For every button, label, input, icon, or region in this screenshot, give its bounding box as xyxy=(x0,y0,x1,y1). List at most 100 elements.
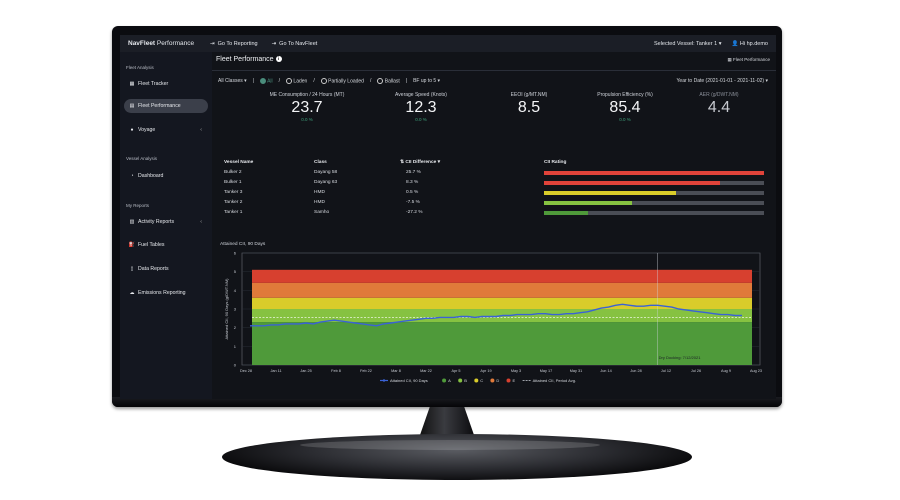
info-icon[interactable]: i xyxy=(275,56,282,63)
bf-dropdown[interactable]: BF up to 5 ▾ xyxy=(413,78,440,84)
fleet-performance-button[interactable]: ▦ Fleet Performance xyxy=(727,57,770,63)
radio-all[interactable]: All xyxy=(259,78,273,84)
vessel-class-cell: Dayang 58 xyxy=(314,170,338,175)
vessel-class-cell: Dayang 63 xyxy=(314,180,338,185)
user-icon: 👤 xyxy=(731,40,739,47)
user-menu[interactable]: 👤 Hi hp.demo xyxy=(731,41,768,47)
classes-dropdown[interactable]: All Classes ▾ xyxy=(218,78,247,84)
y-axis-label: Attained CII, 90 Days (g/DWT.NM) xyxy=(224,278,229,340)
y-tick-label: 4 xyxy=(234,288,237,293)
separator: / xyxy=(313,78,315,85)
monitor-base xyxy=(222,434,692,480)
x-tick-label: Mar 8 xyxy=(391,369,401,373)
map-icon: ▦ xyxy=(129,81,135,87)
column-header-class[interactable]: Class xyxy=(314,160,327,165)
legend-label: E xyxy=(513,378,516,383)
brand-suffix: Performance xyxy=(155,40,195,47)
cii-difference-cell: 0.5 % xyxy=(406,190,419,195)
y-tick-label: 1 xyxy=(234,344,237,349)
cii-rating-bar xyxy=(544,191,764,195)
exit-icon: ⇥ xyxy=(210,40,215,47)
user-greeting: Hi hp.demo xyxy=(739,40,768,47)
y-tick-label: 2 xyxy=(234,325,237,330)
column-header-vessel[interactable]: Vessel Name xyxy=(224,160,254,165)
date-range-dropdown[interactable]: Year to Date (2021-01-01 - 2021-11-02) ▾ xyxy=(677,78,768,84)
kpi-value: 85.4 xyxy=(609,99,641,116)
dashboard-icon: ◔ xyxy=(130,173,134,179)
grid-icon: ▦ xyxy=(727,57,732,62)
column-header-cii-difference[interactable]: ⇅ CII Difference ▾ xyxy=(400,160,440,165)
kpi-value: 8.5 xyxy=(517,99,541,116)
radio-icon xyxy=(320,78,327,84)
kpi-label: Propulsion Efficiency (%) xyxy=(597,92,653,98)
kpi-aer: AER (g/DWT.NM) 4.4 xyxy=(664,92,774,117)
column-header-cii-difference-label: CII Difference xyxy=(405,160,437,165)
sidebar-item-label: Dashboard xyxy=(138,173,164,179)
radio-ballast[interactable]: Ballast xyxy=(377,78,400,85)
separator: / xyxy=(278,78,281,85)
cii-line-chart: 0 1 2 3 4 5 6 Dry Docking: 7/12/2021 Dec 28 Jan 1… xyxy=(224,251,762,384)
legend-label: B xyxy=(464,378,467,383)
x-tick-label: Jul 26 xyxy=(691,369,701,373)
sidebar-item-fleet-performance[interactable]: ▤ Fleet Performance xyxy=(124,99,208,113)
x-tick-label: May 17 xyxy=(540,369,552,373)
selected-vessel-dropdown[interactable]: Selected Vessel: Tanker 1 ▾ xyxy=(654,41,722,47)
kpi-eeoi: EEOI (g/MT.NM) 8.5 xyxy=(474,92,584,117)
radio-laden-label: Laden xyxy=(293,78,308,85)
kpi-value: 4.4 xyxy=(707,99,731,116)
cii-band-c xyxy=(252,297,752,309)
kpi-value: 12.3 xyxy=(405,99,437,116)
monitor-bezel-strip xyxy=(112,397,782,407)
sidebar-item-label: Fuel Tables xyxy=(138,242,165,248)
kpi-label: ME Consumption / 24 Hours (MT) xyxy=(269,92,345,98)
fleet-performance-button-label: Fleet Performance xyxy=(732,57,770,62)
radio-icon xyxy=(259,78,266,84)
monitor-neck xyxy=(420,407,474,435)
cii-rating-bar-fill xyxy=(544,171,764,175)
x-tick-label: Feb 22 xyxy=(360,369,372,373)
radio-ballast-label: Ballast xyxy=(384,78,400,85)
go-to-navfleet-link[interactable]: ⇥ Go To NavFleet xyxy=(272,41,318,47)
sidebar-item-data-reports[interactable]: ▯ Data Reports xyxy=(124,262,208,276)
cii-difference-cell: 8.3 % xyxy=(406,180,419,185)
cii-rating-bar-fill xyxy=(544,211,588,215)
sort-icon: ⇅ xyxy=(400,160,405,165)
divider xyxy=(212,70,776,71)
sidebar-item-dashboard[interactable]: ◔ Dashboard xyxy=(124,169,208,183)
legend-label: D xyxy=(496,378,499,383)
brand-logo[interactable]: NavFleet Performance xyxy=(128,40,210,47)
kpi-change: 0.0 % xyxy=(415,117,427,122)
vessel-name-cell: Tanker 1 xyxy=(224,210,243,215)
cii-band-d xyxy=(252,282,752,298)
kpi-change: 0.0 % xyxy=(301,117,313,122)
radio-icon xyxy=(377,78,384,84)
sidebar-section-my-reports: My Reports xyxy=(126,203,150,208)
chart-title: Attained CII, 90 Days xyxy=(220,242,266,247)
sidebar-item-activity-reports[interactable]: ▥ Activity Reports ‹ xyxy=(124,215,208,229)
x-tick-label: May 3 xyxy=(511,369,521,373)
sidebar-item-fuel-tables[interactable]: ⛽ Fuel Tables xyxy=(124,238,208,252)
radio-laden[interactable]: Laden xyxy=(286,78,307,84)
column-header-cii-rating[interactable]: CII Rating xyxy=(544,160,567,165)
sidebar-item-emissions-reporting[interactable]: ☁ Emissions Reporting xyxy=(124,286,208,300)
selected-vessel-label: Selected Vessel: Tanker 1 xyxy=(653,40,718,47)
kpi-row: ME Consumption / 24 Hours (MT) 23.7 0.0 … xyxy=(212,92,776,142)
chevron-left-icon: ‹ xyxy=(200,127,202,133)
x-tick-label: Jan 25 xyxy=(300,369,311,373)
sidebar-item-fleet-tracker[interactable]: ▦ Fleet Tracker xyxy=(124,77,208,91)
go-to-reporting-link[interactable]: ⇥ Go To Reporting xyxy=(210,41,258,47)
x-tick-label: Jul 12 xyxy=(661,369,671,373)
go-to-reporting-label: Go To Reporting xyxy=(217,40,258,47)
radio-partially-loaded[interactable]: Partially Loaded xyxy=(320,78,364,84)
cloud-icon: ☁ xyxy=(129,290,135,296)
separator: / xyxy=(369,78,372,85)
cii-band-e xyxy=(252,269,752,283)
fuel-icon: ⛽ xyxy=(128,242,136,248)
cii-rating-bar xyxy=(544,211,764,215)
chevron-down-icon: ▾ xyxy=(765,78,768,84)
separator: | xyxy=(252,78,254,85)
globe-icon: ● xyxy=(130,127,134,133)
sidebar-item-label: Voyage xyxy=(138,127,156,133)
page-title: Fleet Performance i xyxy=(216,56,282,63)
sidebar-item-voyage[interactable]: ● Voyage ‹ xyxy=(124,123,208,137)
